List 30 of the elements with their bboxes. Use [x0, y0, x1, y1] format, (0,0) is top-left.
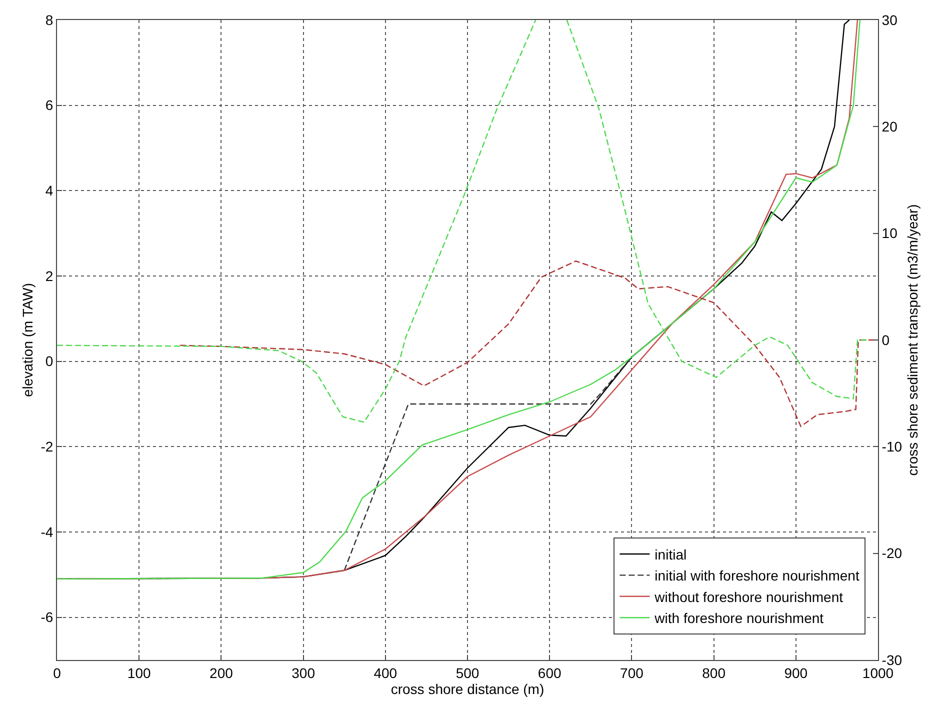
- legend-label: with foreshore nourishment: [654, 610, 824, 626]
- x-axis-title: cross shore distance (m): [390, 680, 544, 697]
- y-axis-title: elevation (m TAW): [19, 282, 36, 398]
- x-tick-label: 500: [456, 664, 480, 681]
- x-tick-label: 400: [374, 664, 398, 681]
- y-tick-label: -6: [40, 609, 54, 626]
- y2-tick-label: 0: [882, 332, 890, 348]
- x-tick-label: 100: [127, 664, 151, 681]
- y-tick-label: 2: [45, 268, 54, 284]
- y-tick-label: 6: [45, 97, 54, 114]
- y2-tick-label: 20: [882, 118, 898, 135]
- y-tick-label: 8: [45, 12, 54, 28]
- y-tick-label: 4: [45, 182, 54, 199]
- x-tick-label: 300: [292, 664, 316, 681]
- y2-tick-label: -10: [882, 438, 902, 455]
- y-tick-label: -4: [40, 524, 54, 540]
- y-tick-label: 0: [45, 353, 54, 370]
- y-tick-label: -2: [40, 438, 54, 455]
- x-tick-label: 800: [702, 664, 726, 681]
- y2-tick-label: 30: [882, 12, 898, 28]
- y2-axis-title: cross shore sediment transport (m3/m/year): [904, 204, 921, 476]
- legend-label: initial with foreshore nourishment: [654, 568, 860, 584]
- x-tick-label: 700: [620, 664, 644, 681]
- x-tick-label: 600: [538, 664, 562, 681]
- x-tick-label: 900: [784, 664, 808, 681]
- y2-tick-label: -20: [882, 545, 902, 562]
- legend-label: without foreshore nourishment: [654, 588, 844, 605]
- x-tick-label: 200: [210, 664, 234, 681]
- y2-tick-label: 10: [882, 225, 898, 242]
- legend-label: initial: [654, 546, 687, 562]
